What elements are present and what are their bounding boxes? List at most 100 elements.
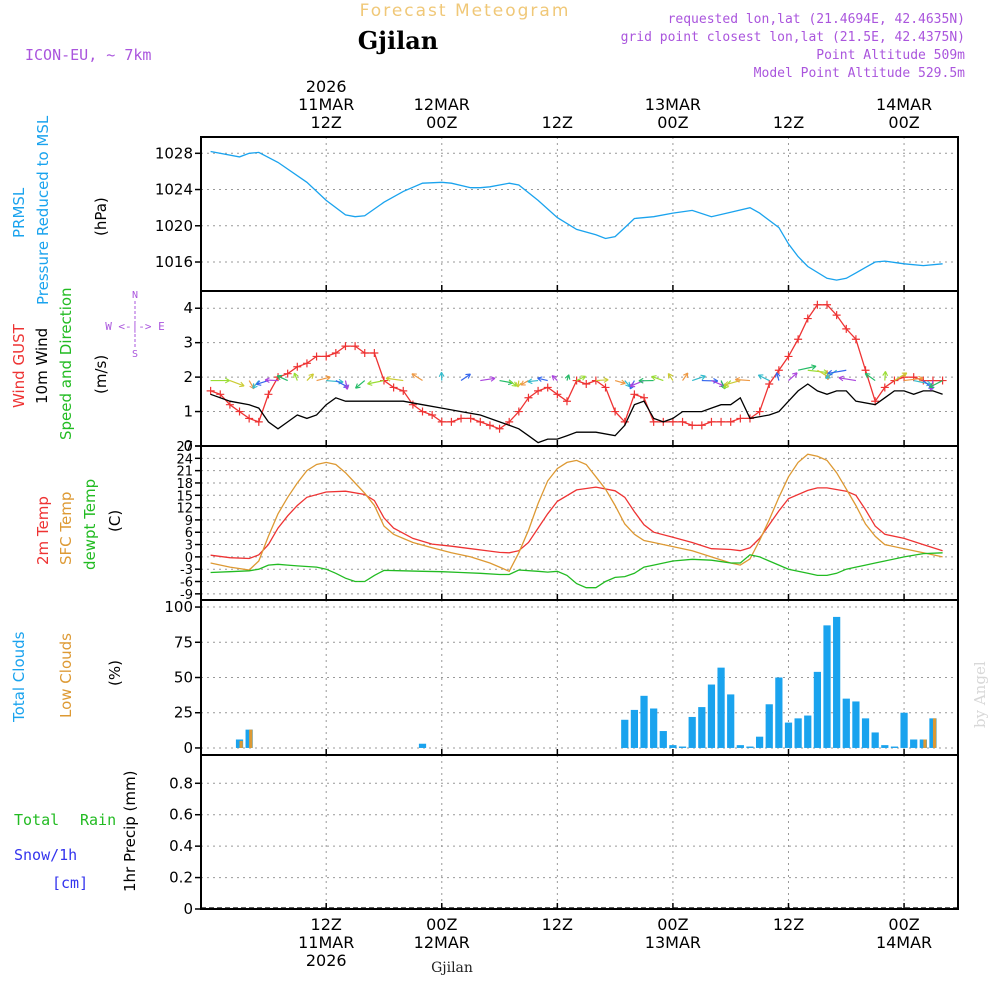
gust-marker	[293, 362, 302, 371]
gust-marker	[717, 417, 726, 426]
wind-arrow-head	[825, 373, 831, 379]
wind-arrow-head	[490, 376, 496, 382]
gust-marker	[418, 407, 427, 416]
wind-direction-arrow	[551, 375, 558, 381]
wind-direction-arrow	[864, 373, 876, 382]
wind-direction-arrow	[252, 380, 260, 389]
y-tick-label: 6	[185, 526, 193, 541]
bar-total-clouds	[746, 746, 754, 748]
wind-arrow-head	[864, 372, 871, 379]
bar-total-clouds	[707, 684, 716, 748]
pressure-unit: (hPa)	[92, 197, 110, 236]
bar-total-clouds	[861, 718, 870, 748]
wind-arrow-head	[551, 375, 558, 381]
wind-arrow-head	[511, 381, 518, 387]
bar-low-clouds	[923, 739, 927, 748]
wind-direction-arrow	[903, 377, 924, 382]
y-tick-label: 0	[185, 551, 193, 566]
wind-arrow-head	[735, 376, 741, 383]
gust-marker	[283, 369, 292, 378]
top-time-label: 12Z	[311, 113, 342, 132]
temp-unit: (C)	[106, 510, 124, 532]
panel-frame	[200, 754, 959, 910]
wind-direction-arrow	[667, 373, 674, 381]
top-time-label: 12Z	[542, 113, 573, 132]
bar-total-clouds	[717, 667, 725, 748]
y-tick-label: 75	[174, 633, 193, 651]
bar-total-clouds	[804, 715, 812, 748]
footer-location: Gjilan	[431, 960, 473, 976]
panel-frame	[200, 445, 959, 601]
gust-marker	[582, 380, 591, 388]
wind-direction-arrow	[807, 369, 829, 374]
wind-arrow-head	[264, 377, 270, 384]
bar-total-clouds	[755, 736, 764, 748]
gust-marker	[485, 421, 494, 430]
bar-low-clouds	[249, 729, 253, 748]
y-tick-label: 1	[183, 403, 193, 421]
wind-arrow-head	[651, 375, 657, 381]
tick-labels: 101610201024102801234-9-6-30369121518212…	[155, 144, 905, 918]
bar-total-clouds	[833, 616, 841, 748]
wind-direction-arrow	[508, 380, 517, 387]
gust-marker	[880, 383, 889, 392]
gust-marker	[668, 417, 677, 426]
gust-marker	[206, 386, 215, 395]
y-tick-label: 0.4	[169, 837, 193, 855]
gust-marker	[640, 393, 649, 402]
top-time-label: 12MAR	[414, 95, 470, 114]
gust-marker	[611, 407, 620, 416]
bar-total-clouds	[784, 722, 793, 748]
precip-total-label: Total	[14, 811, 59, 829]
bottom-time-label: 11MAR	[298, 933, 354, 952]
wind-arrow-head	[411, 373, 417, 379]
bottom-time-label: 12MAR	[414, 933, 470, 952]
bottom-time-label: 12Z	[311, 915, 342, 934]
bottom-time-label: 00Z	[888, 915, 919, 934]
y-tick-label: 21	[176, 465, 193, 480]
gust-marker	[447, 417, 456, 426]
y-tick-label: 100	[164, 598, 193, 616]
bottom-time-label: 00Z	[426, 915, 457, 934]
wind-direction-arrow	[306, 373, 314, 381]
wind-direction-arrow	[411, 373, 423, 382]
y-tick-label: 1024	[155, 181, 193, 199]
wind-rose-icon: N S W <-|-> E	[105, 290, 165, 360]
y-tick-label: -9	[180, 588, 193, 603]
gust-marker	[678, 417, 687, 426]
wind-direction-arrow	[537, 377, 548, 382]
wind-direction-arrow	[827, 369, 847, 375]
bottom-time-label: 00Z	[657, 915, 688, 934]
wind-direction-arrow	[276, 375, 288, 382]
gust-marker	[341, 342, 350, 351]
gust-marker	[351, 342, 360, 351]
wind-direction-arrow	[735, 378, 751, 382]
gust-marker	[302, 359, 311, 368]
wind-arrow-head	[385, 375, 391, 382]
y-tick-label: 18	[176, 477, 193, 492]
gust-marker	[871, 397, 880, 406]
wind-direction-arrow	[326, 379, 344, 383]
bar-total-clouds	[736, 745, 744, 748]
y-tick-label: 3	[183, 334, 193, 352]
bar-total-clouds	[842, 698, 850, 748]
wind-arrow-head	[918, 375, 924, 382]
bottom-time-label: 12Z	[542, 915, 573, 934]
grid-lines	[201, 137, 958, 910]
wind-arrow-head	[515, 382, 522, 388]
panel-frame	[200, 290, 959, 447]
y-tick-label: -3	[180, 563, 193, 578]
wind-arrow-head	[239, 381, 245, 388]
wind-direction-arrow	[838, 377, 857, 382]
bar-low-clouds	[932, 718, 937, 748]
bar-total-clouds	[871, 732, 879, 748]
wind-direction-arrow	[576, 375, 586, 382]
bottom-time-label: 12Z	[773, 915, 804, 934]
bottom-time-label: 2026	[306, 951, 347, 970]
gust-marker	[553, 390, 562, 399]
bar-total-clouds	[823, 625, 831, 748]
wind-direction-arrow	[788, 372, 798, 382]
bar-total-clouds	[910, 739, 918, 748]
temp2m-label: 2m Temp	[34, 496, 52, 565]
